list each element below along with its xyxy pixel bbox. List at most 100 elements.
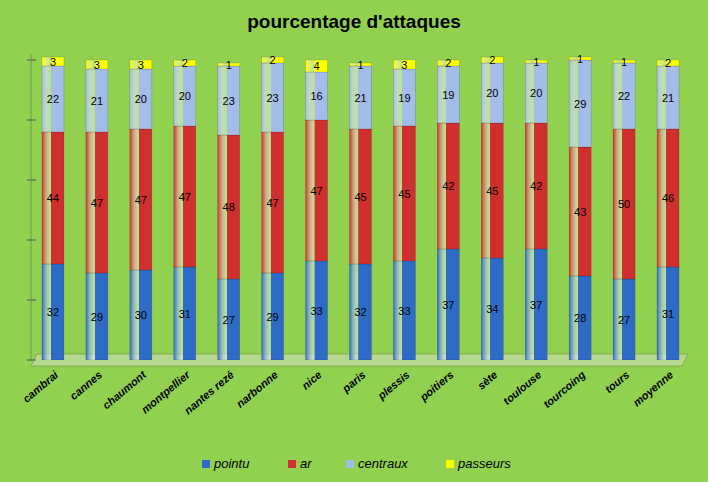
data-label: 1 [621,56,627,68]
data-label: 45 [398,188,410,200]
x-tick-label: narbonne [234,368,280,409]
bar-segment [613,63,635,129]
bar-segment [306,120,328,261]
bar-segment [481,123,503,258]
data-label: 28 [574,312,586,324]
data-label: 2 [489,54,495,66]
bars [42,57,679,360]
bar-segment [613,279,635,360]
bar-segment [657,129,679,267]
data-label: 21 [91,95,103,107]
legend-swatch [446,460,454,468]
bar-segment [525,63,547,123]
bar-segment [613,129,635,279]
y-tick [27,120,36,121]
bar-segment [393,69,415,126]
data-label: 4 [314,60,320,72]
data-label: 31 [662,308,674,320]
bar-segment [437,249,459,360]
data-label: 22 [618,90,630,102]
data-label: 27 [618,314,630,326]
data-label: 29 [91,311,103,323]
data-label: 27 [223,314,235,326]
data-label: 47 [135,194,147,206]
data-label: 31 [179,308,191,320]
data-label: 3 [401,59,407,71]
y-tick [27,240,36,241]
bar-segment [262,132,284,273]
x-tick-label: paris [339,368,368,395]
data-label: 32 [354,306,366,318]
legend-swatch [346,460,354,468]
data-label: 1 [226,59,232,71]
data-label: 43 [574,206,586,218]
data-label: 47 [310,185,322,197]
data-label: 48 [223,201,235,213]
y-tick [27,180,36,181]
bar-segment [130,69,152,129]
data-label: 46 [662,192,674,204]
bar-segment [262,273,284,360]
bar-segment [481,258,503,360]
title: pourcentage d'attaques [247,11,461,32]
x-tick-label: cambrai [20,368,61,405]
data-label: 2 [665,57,671,69]
data-label: 33 [310,305,322,317]
x-tick-label: plessis [375,368,412,402]
data-label: 19 [398,92,410,104]
bar-segment [306,261,328,360]
bar-segment [174,66,196,126]
bar-segment [569,147,591,276]
data-label: 20 [135,93,147,105]
legend-label: pointu [213,456,249,471]
data-label: 16 [310,90,322,102]
chart: pourcentage d'attaques324422329472133047… [0,0,708,482]
data-label: 45 [486,185,498,197]
x-tick-label: cannes [67,368,104,402]
bar-segment [437,123,459,249]
data-label: 20 [486,87,498,99]
bar-segment [130,270,152,360]
bar-segment [174,267,196,360]
x-tick-label: nice [299,368,324,391]
bar-segment [657,267,679,360]
y-tick [27,60,36,61]
data-label: 3 [50,56,56,68]
y-tick [27,300,36,301]
data-label: 45 [354,191,366,203]
data-label: 20 [179,90,191,102]
legend-swatch [288,460,296,468]
x-tick-label: tourcoing [541,368,588,410]
bar-segment [569,60,591,147]
bar-segment [393,126,415,261]
data-label: 42 [442,180,454,192]
bar-segment [657,66,679,129]
bar-segment [86,132,108,273]
x-tick-label: poitiers [417,368,456,403]
bar-segment [525,249,547,360]
x-tick-label: nantes rezé [182,368,236,416]
bar-segment [569,276,591,360]
data-label: 29 [267,311,279,323]
legend-label: centraux [358,456,408,471]
data-label: 1 [577,53,583,65]
bar-segment [86,69,108,132]
data-label: 32 [47,306,59,318]
legend: pointuarcentrauxpasseurs [202,456,511,471]
data-label: 2 [445,57,451,69]
data-label: 3 [94,59,100,71]
bar-segment [42,66,64,132]
data-label: 37 [530,299,542,311]
data-label: 42 [530,180,542,192]
bar-segment [525,123,547,249]
data-label: 21 [354,92,366,104]
data-label: 47 [91,197,103,209]
bar-segment [218,279,240,360]
x-tick-label: moyenne [631,368,676,408]
x-tick-label: tours [603,368,632,395]
bar-segment [350,264,372,360]
data-label: 20 [530,87,542,99]
data-label: 44 [47,192,59,204]
data-label: 19 [442,89,454,101]
bar-segment [86,273,108,360]
